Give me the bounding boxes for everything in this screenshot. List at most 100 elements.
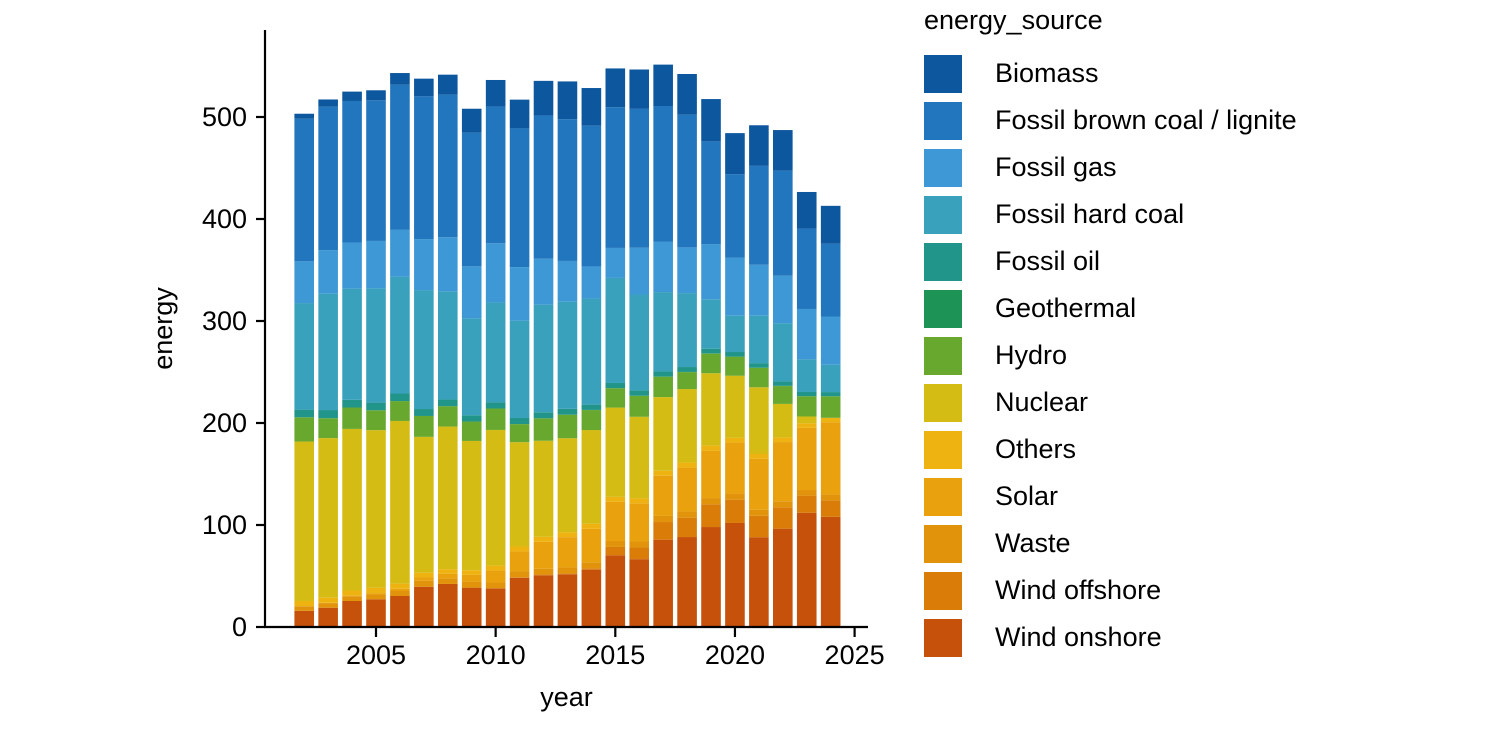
bar-segment	[701, 299, 721, 349]
bar-segment	[820, 205, 841, 244]
bar-segment	[390, 401, 410, 421]
bar-segment	[414, 409, 434, 416]
bar-segment	[773, 528, 793, 627]
x-tick-label: 2005	[346, 640, 406, 670]
bar-segment	[725, 522, 745, 627]
y-tick-label: 400	[202, 204, 247, 234]
bar-segment	[677, 372, 697, 390]
bar-segment	[629, 108, 650, 248]
bar-segment	[581, 298, 602, 405]
bar-segment	[581, 562, 602, 569]
bar-segment	[533, 258, 554, 305]
bar-segment	[437, 74, 458, 95]
bar-segment	[390, 229, 410, 277]
bar-segment	[820, 516, 841, 627]
bar-segment	[294, 417, 315, 442]
legend-entry: Solar	[924, 473, 1484, 520]
bar-segment	[294, 113, 315, 119]
bar-segment	[294, 261, 315, 304]
bar-segment	[749, 125, 769, 166]
bar-segment	[653, 106, 673, 242]
bar-segment	[342, 595, 362, 597]
bar-segment	[677, 462, 697, 468]
legend-swatch-icon	[924, 242, 962, 281]
bar-segment	[461, 266, 482, 319]
bar-segment	[414, 415, 434, 437]
bar-segment	[390, 393, 410, 402]
bar-segment	[653, 292, 673, 372]
bar-segment	[557, 537, 578, 568]
bar-segment	[653, 515, 673, 523]
bar-segment	[820, 392, 841, 397]
bar-segment	[629, 69, 650, 109]
bar-segment	[581, 404, 602, 410]
bar-segment	[725, 133, 745, 175]
bar-segment	[342, 242, 362, 289]
legend-entry-label: Wind offshore	[995, 575, 1162, 605]
bar-segment	[773, 130, 793, 171]
bar-segment	[605, 501, 626, 542]
bar-segment	[701, 99, 721, 142]
y-tick-label: 500	[202, 102, 247, 132]
bar-segment	[749, 367, 769, 388]
legend-entry: Nuclear	[924, 379, 1484, 426]
bar-segment	[390, 583, 410, 589]
bar-segment	[509, 267, 530, 321]
bar-segment	[749, 315, 769, 364]
bar-segment	[366, 430, 386, 588]
bar-segment	[437, 583, 458, 627]
x-tick-label: 2025	[825, 640, 885, 670]
bar-segment	[533, 412, 554, 419]
bar-segment	[509, 320, 530, 418]
bar-segment	[437, 569, 458, 574]
bar-segment	[749, 537, 769, 627]
legend-entry: Fossil hard coal	[924, 191, 1484, 238]
bar-segment	[414, 78, 434, 97]
bar-segment	[653, 397, 673, 471]
bar-segment	[749, 363, 769, 368]
bar-segment	[796, 391, 817, 397]
bar-segment	[605, 541, 626, 547]
bar-segment	[581, 523, 602, 529]
bar-segment	[533, 80, 554, 116]
legend-swatch-icon	[924, 148, 962, 187]
legend-entries: Biomass Fossil brown coal / lignite Fossil…	[924, 50, 1484, 661]
bar-segment	[509, 571, 530, 578]
bar-segment	[605, 555, 626, 627]
bar-segment	[437, 291, 458, 400]
bar-segment	[701, 141, 721, 245]
bar-segment	[773, 381, 793, 386]
bar-segment	[366, 587, 386, 594]
bar-segment	[820, 316, 841, 365]
bar-segment	[796, 308, 817, 360]
bar-segment	[773, 501, 793, 508]
bar-segment	[820, 364, 841, 393]
bar-segment	[461, 440, 482, 571]
bar-segment	[461, 108, 482, 133]
bar-segment	[366, 410, 386, 431]
bar-segment	[390, 276, 410, 394]
bar-segment	[820, 422, 841, 495]
y-tick-label: 200	[202, 408, 247, 438]
bar-segment	[485, 106, 506, 244]
bar-segment	[557, 119, 578, 261]
bar-segment	[461, 132, 482, 267]
bar-segment	[509, 577, 530, 578]
bar-segment	[366, 593, 386, 595]
bar-segment	[629, 559, 650, 627]
legend-entry: Hydro	[924, 332, 1484, 379]
legend-swatch-icon	[924, 430, 962, 469]
legend-swatch-icon	[924, 54, 962, 93]
bar-segment	[605, 496, 626, 502]
bar-segment	[773, 386, 793, 404]
bar-segment	[509, 417, 530, 425]
bar-segment	[414, 436, 434, 573]
x-tick-label: 2010	[466, 640, 526, 670]
bar-segment	[677, 114, 697, 248]
bar-segment	[485, 408, 506, 430]
bar-segment	[437, 399, 458, 407]
legend-entry: Others	[924, 426, 1484, 473]
bar-segment	[605, 382, 626, 389]
bar-segment	[294, 610, 315, 627]
